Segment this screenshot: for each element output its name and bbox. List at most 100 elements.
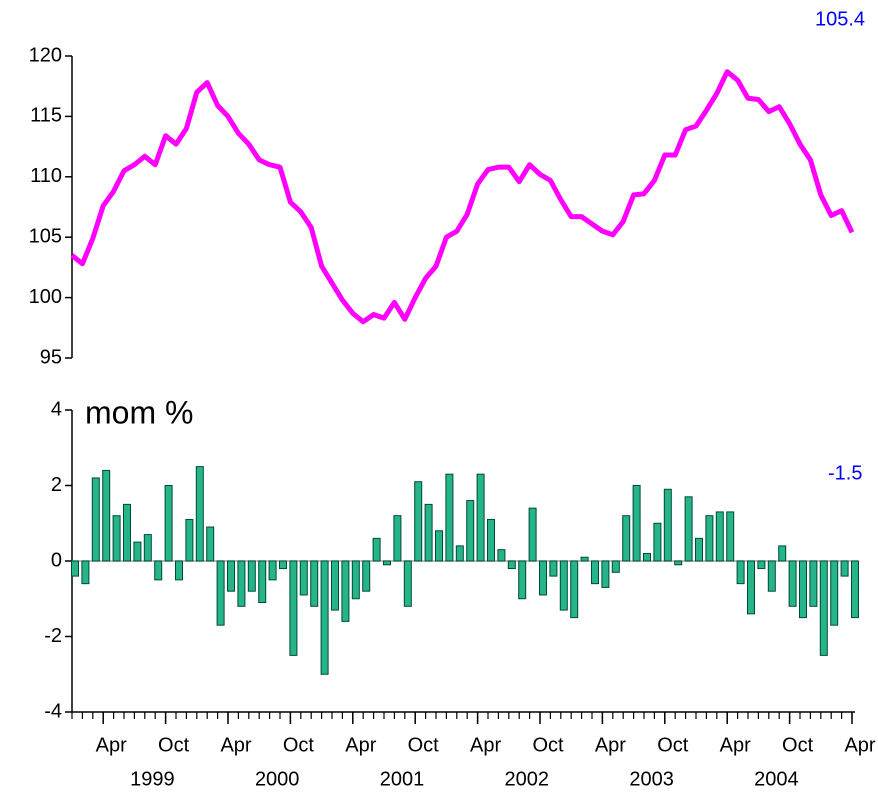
- bar: [383, 560, 391, 566]
- bar: [185, 518, 194, 562]
- bar: [414, 481, 423, 562]
- y-tick-label: 115: [30, 105, 62, 127]
- bar: [705, 515, 714, 562]
- bar: [455, 545, 464, 562]
- y-tick-label: 0: [51, 549, 62, 571]
- bar: [549, 560, 558, 577]
- bar: [611, 560, 620, 573]
- y-tick-label: 2: [51, 474, 62, 496]
- bar: [622, 515, 631, 562]
- bar: [715, 511, 724, 562]
- bar: [71, 560, 79, 577]
- bar: [840, 560, 849, 577]
- y-tick-label: 120: [29, 44, 62, 66]
- bar: [559, 560, 568, 611]
- bar: [466, 500, 475, 562]
- bar: [757, 560, 766, 570]
- bar: [206, 526, 215, 562]
- y-tick-label: -2: [44, 625, 62, 647]
- bar: [403, 560, 412, 607]
- bar: [487, 518, 495, 562]
- bar: [299, 560, 308, 596]
- bar: [102, 469, 111, 562]
- bar: [809, 560, 818, 607]
- x-tick-label: Apr: [96, 734, 127, 756]
- bar: [674, 560, 683, 566]
- bar: [570, 560, 579, 619]
- bar: [747, 560, 755, 615]
- bar: [164, 485, 173, 562]
- panel-title: mom %: [85, 394, 193, 430]
- y-tick-label: -4: [44, 700, 62, 722]
- bar: [123, 503, 131, 562]
- bar: [767, 560, 776, 592]
- x-year-label: 1999: [130, 768, 175, 790]
- annotation: 105.4: [815, 8, 865, 30]
- x-year-label: 2000: [255, 768, 300, 790]
- bar: [653, 522, 662, 562]
- bar: [580, 556, 589, 562]
- y-tick-label: 95: [40, 346, 62, 368]
- y-tick-label: 4: [51, 398, 62, 420]
- bar: [507, 560, 516, 570]
- x-tick-label: Oct: [782, 734, 814, 756]
- x-tick-label: Apr: [844, 734, 875, 756]
- bar: [195, 466, 204, 562]
- bar: [289, 560, 298, 656]
- bar: [736, 560, 745, 585]
- bar: [331, 560, 339, 611]
- bar: [268, 560, 277, 581]
- bar: [591, 560, 599, 585]
- bar: [799, 560, 807, 619]
- y-tick-label: 110: [30, 165, 62, 187]
- bar: [424, 503, 433, 562]
- bar: [445, 473, 454, 562]
- bar: [819, 560, 828, 656]
- x-tick-label: Oct: [532, 734, 564, 756]
- bar: [497, 549, 506, 562]
- x-tick-label: Oct: [408, 734, 440, 756]
- x-year-label: 2002: [505, 768, 550, 790]
- x-tick-label: Oct: [283, 734, 315, 756]
- bar: [435, 530, 443, 562]
- x-year-label: 2004: [754, 768, 799, 790]
- bar: [310, 560, 319, 607]
- bar: [830, 560, 839, 626]
- annotation: -1.5: [828, 462, 862, 484]
- bar: [632, 485, 641, 562]
- y-tick-label: 100: [29, 286, 62, 308]
- bar: [112, 515, 121, 562]
- bar: [258, 560, 267, 604]
- bar: [227, 560, 235, 592]
- bar: [778, 545, 787, 562]
- x-tick-label: Apr: [595, 734, 626, 756]
- y-tick-label: 105: [29, 225, 62, 247]
- line: [70, 69, 855, 325]
- bar: [393, 515, 402, 562]
- x-tick-label: Apr: [470, 734, 501, 756]
- bar: [539, 560, 547, 596]
- bar: [726, 511, 735, 562]
- bar: [154, 560, 163, 581]
- bar: [320, 560, 329, 675]
- bar: [851, 560, 859, 619]
- bar: [133, 541, 142, 562]
- bar: [788, 560, 797, 607]
- bar: [663, 488, 672, 562]
- bar: [237, 560, 246, 607]
- x-year-label: 2001: [380, 768, 425, 790]
- x-tick-label: Apr: [220, 734, 251, 756]
- bar: [362, 560, 371, 592]
- bar: [247, 560, 256, 592]
- bar: [372, 537, 381, 562]
- bar: [81, 560, 90, 585]
- bar: [351, 560, 360, 600]
- bar: [518, 560, 527, 600]
- bar: [91, 477, 100, 562]
- bar: [143, 534, 152, 562]
- bar: [684, 496, 693, 562]
- bar: [216, 560, 225, 626]
- x-tick-label: Apr: [720, 734, 751, 756]
